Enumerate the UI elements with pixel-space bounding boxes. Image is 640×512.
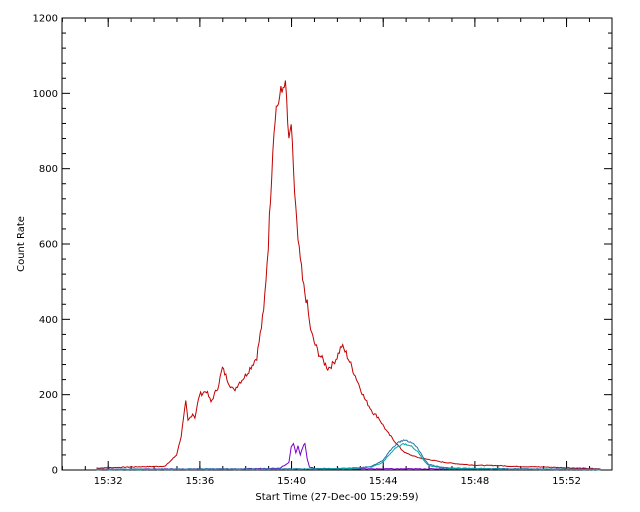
series-line-4: [96, 443, 601, 471]
x-tick-label: 15:48: [460, 476, 489, 487]
y-tick-label: 1200: [33, 14, 58, 25]
y-axis-label: Count Rate: [16, 216, 27, 272]
y-tick-label: 0: [52, 466, 58, 477]
y-tick-label: 400: [39, 315, 58, 326]
series-line-3: [96, 439, 601, 471]
y-tick-label: 600: [39, 240, 58, 251]
y-tick-label: 1000: [33, 89, 58, 100]
series-line-2: [96, 442, 601, 471]
series-lines: [96, 80, 601, 471]
x-tick-label: 15:52: [552, 476, 581, 487]
y-tick-label: 800: [39, 164, 58, 175]
x-axis-ticks: 15:32 15:36 15:40 15:44 15:48 15:52: [61, 18, 590, 487]
series-line-1: [96, 80, 601, 470]
x-tick-label: 15:40: [277, 476, 306, 487]
plot-frame: [61, 17, 613, 471]
x-tick-label: 15:36: [185, 476, 214, 487]
x-tick-label: 15:32: [94, 476, 123, 487]
x-tick-label: 15:44: [369, 476, 398, 487]
y-axis-ticks: 0 200 400 600 800 1000 1200: [33, 14, 612, 477]
x-axis-label: Start Time (27-Dec-00 15:29:59): [255, 492, 418, 503]
y-tick-label: 200: [39, 390, 58, 401]
